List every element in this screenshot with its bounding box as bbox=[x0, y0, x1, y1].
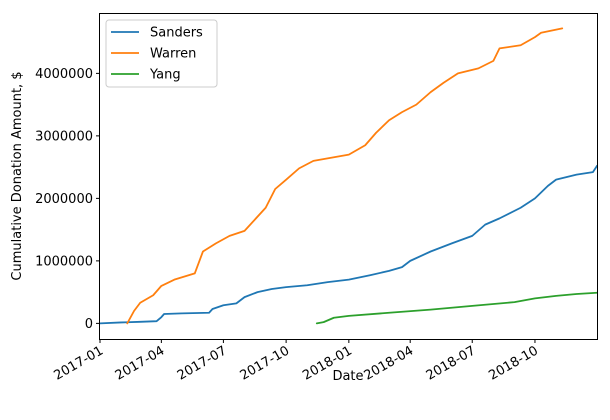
legend-label-yang: Yang bbox=[149, 68, 181, 83]
y-tick-label: 1000000 bbox=[35, 254, 93, 269]
legend-label-warren: Warren bbox=[150, 47, 196, 62]
y-axis-label: Cumulative Donation Amount, $ bbox=[10, 71, 25, 280]
y-tick-label: 3000000 bbox=[35, 129, 93, 144]
y-tick-label: 0 bbox=[85, 317, 93, 332]
series-line-sanders bbox=[100, 164, 597, 325]
series-line-warren bbox=[126, 27, 564, 325]
series-line-yang bbox=[315, 291, 597, 325]
legend: Sanders Warren Yang bbox=[105, 19, 218, 88]
legend-label-sanders: Sanders bbox=[150, 26, 203, 41]
y-tick-label: 2000000 bbox=[35, 192, 93, 207]
series-layer bbox=[100, 27, 597, 325]
y-tick-label: 4000000 bbox=[35, 67, 93, 82]
y-axis: 0 1000000 2000000 3000000 4000000 bbox=[35, 67, 100, 332]
x-axis-label: Date bbox=[332, 369, 363, 384]
legend-box bbox=[105, 19, 218, 88]
